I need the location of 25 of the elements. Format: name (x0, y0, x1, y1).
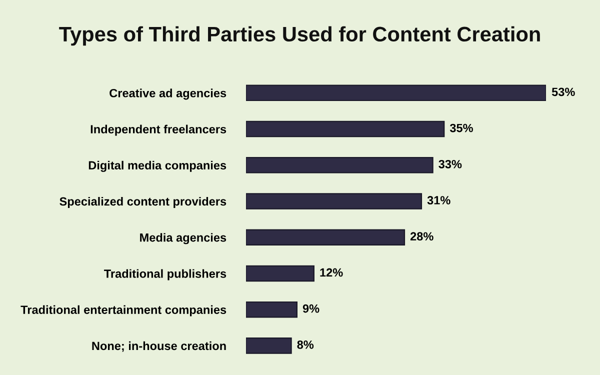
bar (246, 265, 314, 282)
y-tick-label: Media agencies (140, 233, 226, 244)
data-label: 53% (552, 88, 575, 96)
bar (246, 120, 445, 138)
chart-title: Types of Third Parties Used for Content Creation (59, 26, 540, 46)
bar (246, 193, 422, 210)
data-label: 33% (438, 160, 462, 168)
y-tick-label: Traditional entertainment companies (20, 305, 226, 316)
y-tick-label: Creative ad agencies (110, 88, 226, 100)
bar (246, 338, 292, 354)
data-label: 35% (450, 124, 473, 132)
y-tick-label: Independent freelancers (90, 124, 226, 136)
y-tick-label: Specialized content providers (60, 196, 226, 208)
y-tick-label: Traditional publishers (104, 269, 226, 280)
y-tick-label: None; in-house creation (92, 341, 226, 352)
data-label: 12% (320, 268, 343, 277)
bar (246, 84, 546, 102)
bar (246, 229, 406, 246)
data-label: 31% (427, 196, 450, 204)
data-label: 28% (410, 232, 434, 241)
bar (246, 301, 298, 318)
data-label: 8% (297, 340, 314, 349)
bar (246, 157, 434, 174)
data-label: 9% (302, 304, 320, 313)
y-tick-label: Digital media companies (88, 160, 226, 172)
